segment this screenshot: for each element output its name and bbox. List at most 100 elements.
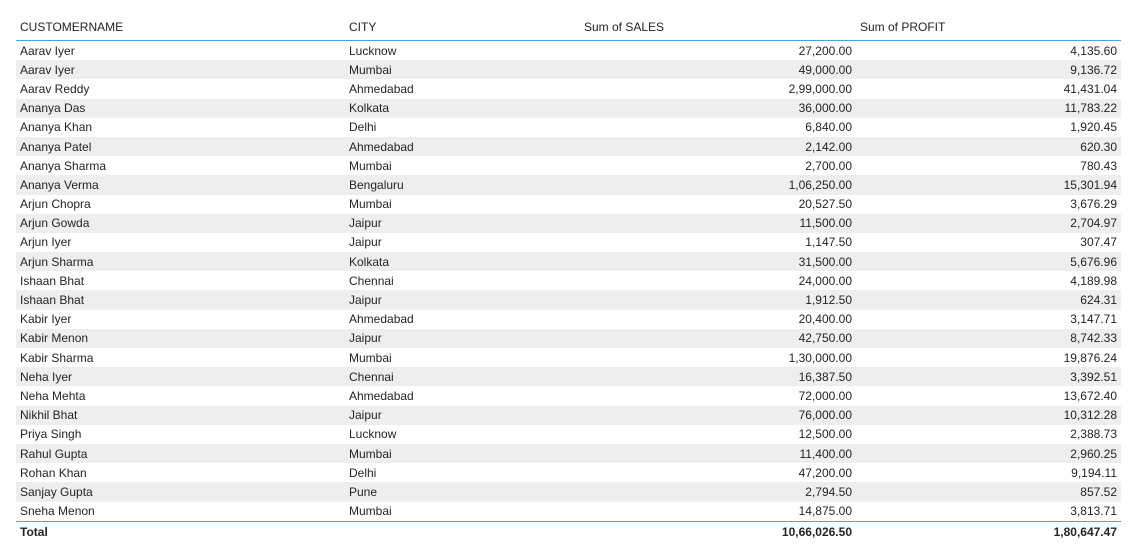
table-row[interactable]: Rahul Gupta Mumbai 11,400.00 2,960.25 xyxy=(16,443,1121,464)
table-row[interactable]: Ananya Verma Bengaluru 1,06,250.00 15,301.9… xyxy=(16,175,1121,195)
cell-customername: Ishaan Bhat xyxy=(16,290,345,310)
cell-customername: Kabir Menon xyxy=(16,328,345,348)
cell-sum-of-sales: 31,500.00 xyxy=(580,252,856,272)
cell-city: Mumbai xyxy=(349,197,392,212)
cell-sum-of-sales: 49,000.00 xyxy=(580,60,856,80)
cell-customername: Nikhil Bhat xyxy=(16,405,345,425)
cell-sum-of-sales: 20,527.50 xyxy=(798,197,852,212)
table-row[interactable]: Arjun Iyer Jaipur 1,147.50 307.47 xyxy=(16,233,1121,252)
cell-city: Ahmedabad xyxy=(349,388,414,403)
cell-city: Mumbai xyxy=(345,443,580,464)
cell-city: Mumbai xyxy=(349,158,392,173)
column-header-sum-of-profit[interactable]: Sum of PROFIT xyxy=(856,14,1121,41)
cell-sum-of-sales: 24,000.00 xyxy=(798,273,852,288)
total-city-cell xyxy=(345,520,580,542)
cell-sum-of-sales: 1,147.50 xyxy=(805,235,852,250)
total-sales: 10,66,026.50 xyxy=(580,520,856,542)
table-row[interactable]: Arjun Chopra Mumbai 20,527.50 3,676.29 xyxy=(16,195,1121,214)
table-row[interactable]: Aarav Iyer Lucknow 27,200.00 4,135.60 xyxy=(16,41,1121,61)
table-row[interactable]: Ishaan Bhat Chennai 24,000.00 4,189.98 xyxy=(16,271,1121,290)
cell-city: Chennai xyxy=(349,273,394,288)
cell-sum-of-sales: 76,000.00 xyxy=(580,405,856,425)
cell-sum-of-profit: 1,920.45 xyxy=(1070,120,1117,135)
cell-sum-of-profit: 857.52 xyxy=(856,482,1121,502)
table-row[interactable]: Ananya Khan Delhi 6,840.00 1,920.45 xyxy=(16,118,1121,137)
column-header-sum-of-sales[interactable]: Sum of SALES xyxy=(580,14,856,41)
total-row: Total 10,66,026.50 1,80,647.47 xyxy=(16,520,1121,542)
table-row[interactable]: Rohan Khan Delhi 47,200.00 9,194.11 xyxy=(16,463,1121,482)
table-row[interactable]: Neha Mehta Ahmedabad 72,000.00 13,672.40 xyxy=(16,386,1121,405)
table-visual: CUSTOMERNAME CITY Sum of SALES Sum of PR… xyxy=(16,14,1121,542)
table-row[interactable]: Ishaan Bhat Jaipur 1,912.50 624.31 xyxy=(16,290,1121,310)
cell-city: Ahmedabad xyxy=(349,81,414,96)
table-row[interactable]: Kabir Iyer Ahmedabad 20,400.00 3,147.71 xyxy=(16,310,1121,329)
total-profit: 1,80,647.47 xyxy=(856,520,1121,542)
cell-customername: Arjun Chopra xyxy=(20,197,91,212)
table-row[interactable]: Ananya Sharma Mumbai 2,700.00 780.43 xyxy=(16,156,1121,175)
cell-city: Bengaluru xyxy=(345,175,580,195)
cell-customername: Ananya Patel xyxy=(16,136,345,157)
cell-customername: Kabir Iyer xyxy=(20,312,72,327)
table-row[interactable]: Ananya Das Kolkata 36,000.00 11,783.22 xyxy=(16,98,1121,118)
table-row[interactable]: Priya Singh Lucknow 12,500.00 2,388.73 xyxy=(16,425,1121,444)
cell-sum-of-sales: 47,200.00 xyxy=(798,465,852,480)
cell-customername: Sanjay Gupta xyxy=(16,482,345,502)
cell-sum-of-profit: 13,672.40 xyxy=(1063,388,1117,403)
cell-sum-of-profit: 4,135.60 xyxy=(1070,43,1117,58)
cell-sum-of-profit: 624.31 xyxy=(856,290,1121,310)
table-row[interactable]: Aarav Iyer Mumbai 49,000.00 9,136.72 xyxy=(16,60,1121,80)
column-header-city[interactable]: CITY xyxy=(345,14,580,41)
cell-city: Delhi xyxy=(349,120,377,135)
cell-sum-of-profit: 41,431.04 xyxy=(1063,81,1117,96)
cell-sum-of-sales: 27,200.00 xyxy=(798,43,852,58)
cell-customername: Arjun Sharma xyxy=(16,252,345,272)
cell-customername: Ananya Verma xyxy=(16,175,345,195)
cell-sum-of-profit: 11,783.22 xyxy=(856,98,1121,118)
cell-sum-of-sales: 14,875.00 xyxy=(798,504,852,519)
cell-customername: Neha Iyer xyxy=(16,367,345,387)
cell-sum-of-profit: 2,960.25 xyxy=(856,443,1121,464)
table-row[interactable]: Ananya Patel Ahmedabad 2,142.00 620.30 xyxy=(16,136,1121,157)
cell-sum-of-sales: 1,912.50 xyxy=(580,290,856,310)
table-row[interactable]: Neha Iyer Chennai 16,387.50 3,392.51 xyxy=(16,367,1121,387)
column-header-customername[interactable]: CUSTOMERNAME xyxy=(16,14,345,41)
table-row[interactable]: Arjun Sharma Kolkata 31,500.00 5,676.96 xyxy=(16,252,1121,272)
cell-sum-of-sales: 11,400.00 xyxy=(580,443,856,464)
cell-sum-of-profit: 10,312.28 xyxy=(856,405,1121,425)
cell-city: Jaipur xyxy=(345,290,580,310)
table-row[interactable]: Arjun Gowda Jaipur 11,500.00 2,704.97 xyxy=(16,213,1121,233)
cell-sum-of-profit: 19,876.24 xyxy=(1063,350,1117,365)
table-row[interactable]: Kabir Menon Jaipur 42,750.00 8,742.33 xyxy=(16,328,1121,348)
table-row[interactable]: Sneha Menon Mumbai 14,875.00 3,813.71 xyxy=(16,502,1121,522)
cell-customername: Priya Singh xyxy=(20,427,82,442)
cell-sum-of-sales: 2,142.00 xyxy=(580,136,856,157)
cell-city: Kolkata xyxy=(345,252,580,272)
cell-customername: Aarav Iyer xyxy=(16,60,345,80)
cell-sum-of-sales: 42,750.00 xyxy=(580,328,856,348)
table-row[interactable]: Kabir Sharma Mumbai 1,30,000.00 19,876.24 xyxy=(16,348,1121,367)
cell-sum-of-sales: 16,387.50 xyxy=(580,367,856,387)
cell-city: Jaipur xyxy=(349,235,382,250)
table-row[interactable]: Sanjay Gupta Pune 2,794.50 857.52 xyxy=(16,482,1121,502)
cell-city: Ahmedabad xyxy=(349,312,414,327)
cell-sum-of-profit: 15,301.94 xyxy=(856,175,1121,195)
table-row[interactable]: Nikhil Bhat Jaipur 76,000.00 10,312.28 xyxy=(16,405,1121,425)
cell-city: Jaipur xyxy=(345,328,580,348)
table-row[interactable]: Aarav Reddy Ahmedabad 2,99,000.00 41,431.04 xyxy=(16,79,1121,98)
cell-sum-of-profit: 8,742.33 xyxy=(856,328,1121,348)
cell-customername: Neha Mehta xyxy=(20,388,86,403)
cell-customername: Ananya Khan xyxy=(20,120,93,135)
sales-profit-table: CUSTOMERNAME CITY Sum of SALES Sum of PR… xyxy=(16,14,1121,542)
cell-sum-of-sales: 2,99,000.00 xyxy=(788,81,852,96)
cell-sum-of-profit: 3,147.71 xyxy=(1070,312,1117,327)
cell-customername: Rahul Gupta xyxy=(16,443,345,464)
cell-sum-of-profit: 3,392.51 xyxy=(856,367,1121,387)
cell-customername: Arjun Gowda xyxy=(16,213,345,233)
cell-sum-of-sales: 2,794.50 xyxy=(580,482,856,502)
cell-sum-of-sales: 11,500.00 xyxy=(580,213,856,233)
cell-city: Delhi xyxy=(349,465,377,480)
cell-sum-of-profit: 2,704.97 xyxy=(856,213,1121,233)
table-footer: Total 10,66,026.50 1,80,647.47 xyxy=(16,520,1121,542)
table-header: CUSTOMERNAME CITY Sum of SALES Sum of PR… xyxy=(16,14,1121,41)
cell-customername: Kabir Sharma xyxy=(20,350,94,365)
